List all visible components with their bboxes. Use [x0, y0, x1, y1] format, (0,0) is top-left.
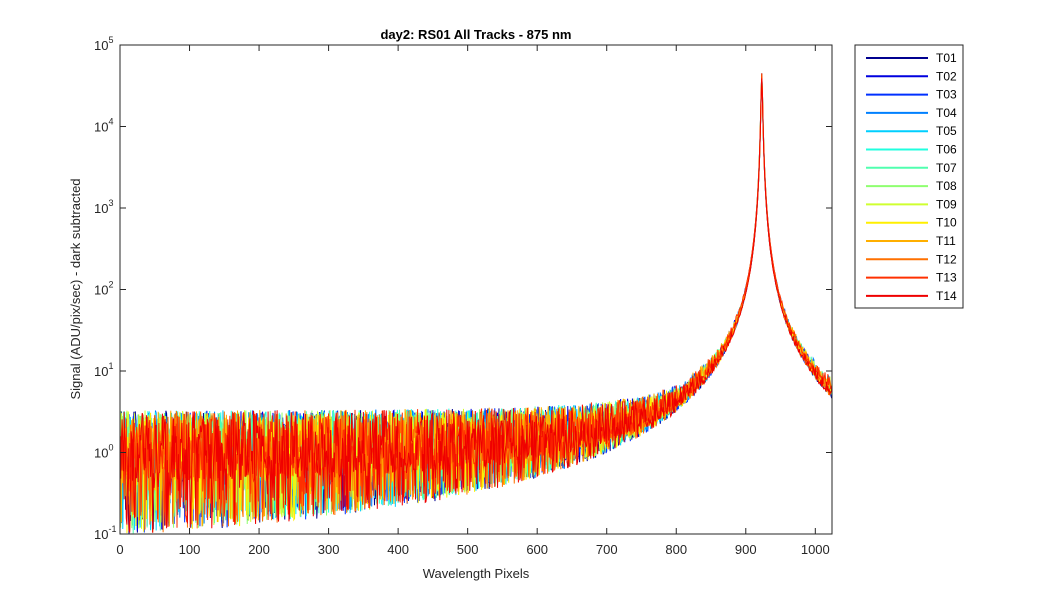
legend-label-t02: T02: [936, 69, 957, 83]
x-tick-label: 100: [179, 542, 201, 557]
x-tick-label: 400: [387, 542, 409, 557]
x-tick-label: 900: [735, 542, 757, 557]
y-tick-label: 104: [94, 117, 113, 135]
legend-label-t14: T14: [936, 289, 957, 303]
series-line-t14: [120, 78, 832, 533]
y-tick-label: 101: [94, 361, 113, 379]
axis-ticks: 0 100 200 300 400 500 600 700 800 900 100010-11001…: [94, 35, 832, 557]
chart-title: day2: RS01 All Tracks - 875 nm: [380, 27, 571, 42]
legend-label-t10: T10: [936, 216, 957, 230]
y-tick-label: 102: [94, 280, 113, 298]
legend-label-t04: T04: [936, 106, 957, 120]
legend-label-t01: T01: [936, 51, 957, 65]
x-tick-label: 0: [116, 542, 123, 557]
y-tick-exponent: 2: [108, 280, 113, 290]
legend-label-t09: T09: [936, 197, 957, 211]
y-tick-base: 10: [94, 364, 108, 379]
legend-label-t05: T05: [936, 124, 957, 138]
y-tick-base: 10: [94, 527, 108, 542]
legend-label-t12: T12: [936, 252, 957, 266]
x-tick-label: 600: [526, 542, 548, 557]
y-tick-base: 10: [94, 120, 108, 135]
legend-label-t06: T06: [936, 143, 957, 157]
y-tick-exponent: 4: [108, 117, 113, 127]
y-tick-label: 105: [94, 35, 113, 53]
y-tick-base: 10: [94, 446, 108, 461]
legend-label-t08: T08: [936, 179, 957, 193]
x-tick-label: 200: [248, 542, 270, 557]
x-tick-label: 300: [318, 542, 340, 557]
x-tick-label: 1000: [801, 542, 830, 557]
legend: T01 T02 T03 T04 T05 T06 T07 T08 T09 T10 T11 T12 T13 T…: [854, 44, 964, 309]
legend-label-t13: T13: [936, 271, 957, 285]
x-tick-label: 800: [665, 542, 687, 557]
x-axis-label: Wavelength Pixels: [423, 566, 530, 581]
y-tick-base: 10: [94, 201, 108, 216]
y-tick-label: 103: [94, 198, 113, 216]
x-tick-label: 500: [457, 542, 479, 557]
y-tick-base: 10: [94, 283, 108, 298]
y-tick-exponent: 1: [108, 361, 113, 371]
y-tick-label: 10-1: [94, 524, 116, 542]
y-tick-exponent: -1: [108, 524, 116, 534]
y-tick-base: 10: [94, 38, 108, 53]
legend-label-t11: T11: [936, 234, 956, 248]
y-axis-label: Signal (ADU/pix/sec) - dark subtracted: [68, 178, 83, 399]
y-tick-label: 100: [94, 443, 113, 461]
legend-label-t07: T07: [936, 161, 957, 175]
y-tick-exponent: 0: [108, 443, 113, 453]
legend-label-t03: T03: [936, 88, 957, 102]
y-tick-exponent: 3: [108, 198, 113, 208]
series-layer: [120, 73, 832, 534]
legend-box: [854, 44, 964, 309]
y-tick-exponent: 5: [108, 35, 113, 45]
x-tick-label: 700: [596, 542, 618, 557]
